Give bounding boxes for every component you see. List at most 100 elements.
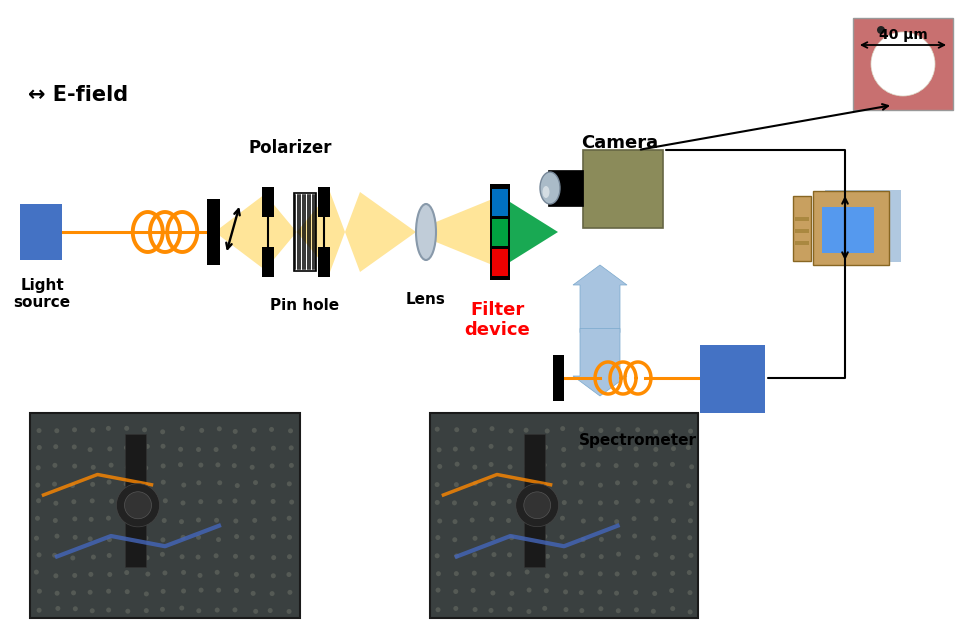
Circle shape <box>631 516 637 521</box>
Circle shape <box>70 483 76 488</box>
Circle shape <box>563 607 568 612</box>
Circle shape <box>688 553 693 558</box>
Circle shape <box>71 556 76 560</box>
Circle shape <box>527 588 531 592</box>
Bar <box>490 184 510 280</box>
Bar <box>318 247 330 277</box>
Text: Pin hole: Pin hole <box>270 298 340 313</box>
Circle shape <box>650 499 655 504</box>
Circle shape <box>435 500 439 505</box>
Polygon shape <box>360 192 430 272</box>
Circle shape <box>871 32 935 96</box>
Circle shape <box>161 463 166 468</box>
Circle shape <box>232 444 237 449</box>
Circle shape <box>472 553 477 558</box>
Circle shape <box>614 463 619 468</box>
Circle shape <box>217 426 222 431</box>
Circle shape <box>632 534 637 539</box>
Circle shape <box>506 499 512 504</box>
Circle shape <box>472 481 477 486</box>
Text: ↔ E-field: ↔ E-field <box>28 85 128 105</box>
Circle shape <box>124 482 129 487</box>
Circle shape <box>215 462 221 467</box>
Circle shape <box>178 462 183 467</box>
Circle shape <box>71 590 76 595</box>
Circle shape <box>234 572 239 577</box>
Circle shape <box>288 463 294 468</box>
Circle shape <box>287 572 291 577</box>
Circle shape <box>216 588 221 593</box>
Circle shape <box>250 573 255 578</box>
Circle shape <box>687 609 693 614</box>
Circle shape <box>162 518 166 523</box>
Circle shape <box>214 447 219 452</box>
Circle shape <box>560 516 565 521</box>
Circle shape <box>452 519 458 524</box>
Circle shape <box>526 517 530 522</box>
Circle shape <box>143 465 148 470</box>
Circle shape <box>53 518 58 523</box>
Circle shape <box>271 573 276 578</box>
Circle shape <box>250 535 255 540</box>
Bar <box>583 150 663 228</box>
Circle shape <box>287 516 291 521</box>
Circle shape <box>472 536 477 541</box>
Bar <box>262 247 274 277</box>
Bar <box>207 199 220 265</box>
Circle shape <box>687 570 692 575</box>
Circle shape <box>88 536 93 541</box>
Polygon shape <box>330 192 360 272</box>
Circle shape <box>52 463 57 468</box>
Circle shape <box>507 446 512 451</box>
Circle shape <box>180 555 185 560</box>
Circle shape <box>160 607 165 612</box>
Circle shape <box>472 465 477 470</box>
Circle shape <box>489 608 494 613</box>
Circle shape <box>106 588 111 593</box>
Circle shape <box>88 590 93 595</box>
Circle shape <box>634 607 639 612</box>
Circle shape <box>161 480 166 485</box>
Circle shape <box>143 501 148 506</box>
Circle shape <box>633 590 638 595</box>
Circle shape <box>490 572 495 577</box>
Text: Polarizer: Polarizer <box>248 139 332 157</box>
Circle shape <box>54 534 59 539</box>
Circle shape <box>669 588 674 593</box>
Circle shape <box>144 592 149 597</box>
FancyArrow shape <box>573 265 627 332</box>
Circle shape <box>253 480 258 485</box>
Circle shape <box>669 430 674 435</box>
Circle shape <box>160 552 165 557</box>
Circle shape <box>668 480 674 485</box>
Bar <box>262 187 274 217</box>
Circle shape <box>73 463 77 468</box>
Circle shape <box>491 590 496 595</box>
Circle shape <box>287 590 292 595</box>
Circle shape <box>270 591 275 596</box>
Bar <box>553 355 564 401</box>
Circle shape <box>73 606 77 611</box>
Circle shape <box>542 534 548 539</box>
Bar <box>795 217 809 221</box>
Circle shape <box>107 447 112 452</box>
Circle shape <box>54 428 59 433</box>
Circle shape <box>144 608 149 613</box>
Circle shape <box>437 447 441 452</box>
Circle shape <box>215 570 220 575</box>
Circle shape <box>52 482 57 487</box>
Circle shape <box>231 463 237 468</box>
Circle shape <box>34 536 39 541</box>
Bar <box>294 193 316 271</box>
Circle shape <box>271 499 276 504</box>
Circle shape <box>125 465 130 470</box>
Circle shape <box>125 589 130 594</box>
Circle shape <box>525 570 529 575</box>
Circle shape <box>579 590 584 595</box>
Circle shape <box>653 447 658 452</box>
Circle shape <box>652 480 657 485</box>
Circle shape <box>53 573 58 578</box>
Circle shape <box>545 497 550 502</box>
Circle shape <box>562 480 567 485</box>
Circle shape <box>251 591 256 596</box>
